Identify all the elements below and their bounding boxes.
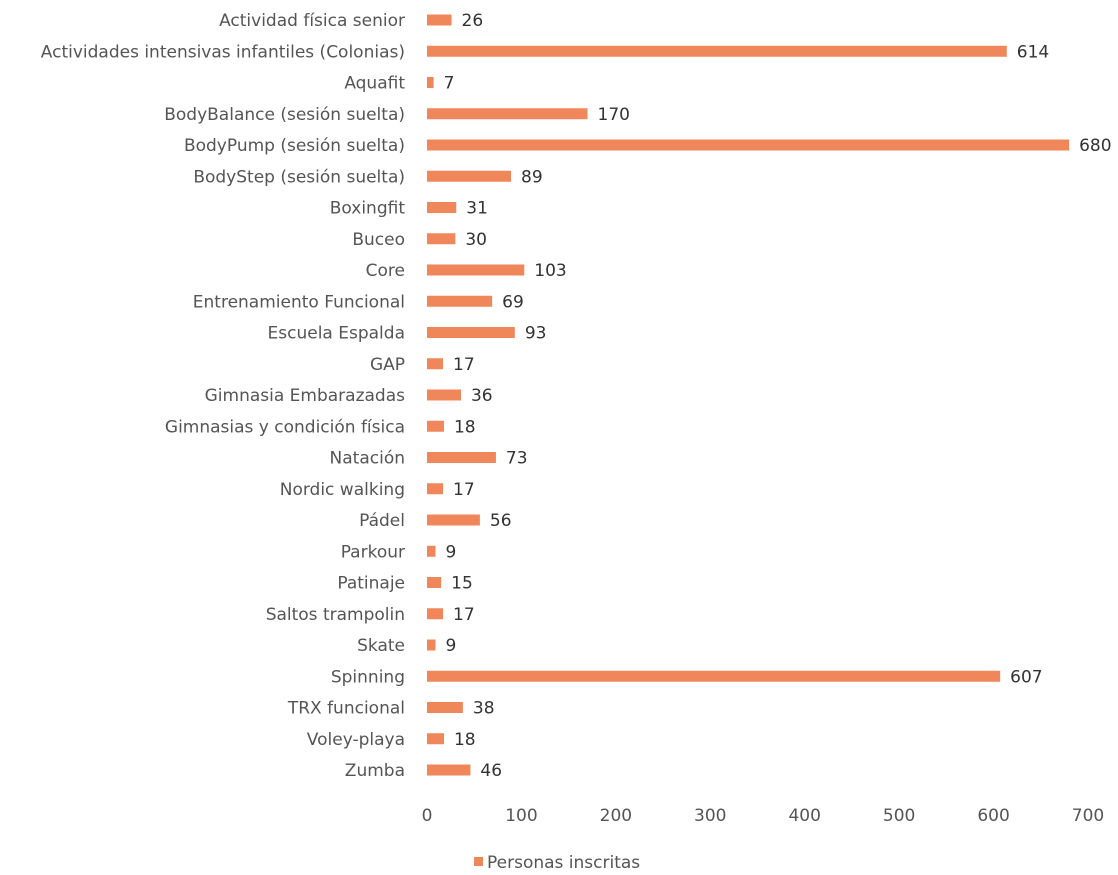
value-label: 18: [454, 417, 476, 437]
category-label: GAP: [370, 355, 405, 375]
bar: [427, 264, 525, 276]
value-label: 69: [502, 292, 524, 312]
value-label: 9: [445, 636, 456, 656]
bar: [427, 233, 456, 245]
value-label: 17: [453, 605, 475, 625]
value-label: 17: [453, 480, 475, 500]
category-labels-group: Actividad física senior Actividades inten…: [41, 11, 406, 781]
category-label: Natación: [330, 449, 405, 469]
value-label: 170: [598, 105, 630, 125]
bar: [427, 14, 452, 26]
legend: Personas inscritas: [474, 853, 640, 873]
x-tick-label: 700: [1072, 806, 1104, 826]
value-label: 31: [466, 199, 488, 219]
x-tick-label: 400: [788, 806, 820, 826]
legend-swatch: [474, 857, 483, 866]
category-label: BodyBalance (sesión suelta): [164, 105, 405, 125]
value-label: 26: [462, 11, 484, 31]
category-label: Actividad física senior: [219, 11, 405, 31]
value-label: 103: [534, 261, 566, 281]
bar: [427, 108, 588, 120]
bar: [427, 577, 442, 588]
bar: [427, 170, 512, 182]
category-label: Aquafit: [344, 74, 405, 94]
bar: [427, 639, 436, 651]
category-label: Zumba: [345, 761, 405, 781]
bar: [427, 483, 444, 495]
bar: [427, 139, 1070, 151]
value-label: 7: [444, 74, 455, 94]
value-label: 46: [480, 761, 502, 781]
x-tick-label: 100: [505, 806, 537, 826]
bar: [427, 608, 444, 620]
value-label: 38: [473, 699, 495, 719]
category-label: Gimnasia Embarazadas: [205, 386, 406, 406]
category-label: Gimnasias y condición física: [165, 417, 405, 437]
x-tick-label: 600: [977, 806, 1009, 826]
bar: [427, 733, 444, 745]
category-label: Parkour: [341, 542, 405, 562]
x-tick-label: 200: [600, 806, 632, 826]
bars-group: [427, 14, 1070, 776]
x-tick-label: 500: [883, 806, 915, 826]
legend-label: Personas inscritas: [487, 853, 640, 873]
bar: [427, 45, 1007, 57]
category-label: Entrenamiento Funcional: [193, 292, 405, 312]
bar: [427, 420, 444, 432]
bar: [427, 545, 436, 557]
category-label: Voley-playa: [307, 730, 405, 750]
x-axis-ticks-group: 0 100 200 300 400 500 600 700: [422, 806, 1105, 826]
bar: [427, 327, 515, 338]
category-label: Spinning: [331, 667, 405, 687]
bar: [427, 295, 493, 307]
category-label: TRX funcional: [287, 699, 405, 719]
value-label: 9: [445, 542, 456, 562]
value-label: 614: [1017, 42, 1049, 62]
value-label: 30: [465, 230, 487, 250]
category-label: Boxingfit: [330, 199, 406, 219]
value-label: 36: [471, 386, 493, 406]
value-label: 15: [451, 574, 473, 594]
bar: [427, 764, 471, 776]
value-label: 93: [525, 324, 547, 344]
category-label: BodyStep (sesión suelta): [193, 167, 405, 187]
category-label: Actividades intensivas infantiles (Colon…: [41, 42, 405, 62]
category-label: Saltos trampolin: [266, 605, 405, 625]
value-label: 17: [453, 355, 475, 375]
bar: [427, 358, 444, 370]
x-tick-label: 0: [422, 806, 433, 826]
category-label: Buceo: [352, 230, 405, 250]
category-label: Patinaje: [337, 574, 405, 594]
bar: [427, 702, 463, 713]
value-label: 680: [1079, 136, 1111, 156]
bar: [427, 670, 1001, 682]
value-label: 73: [506, 449, 528, 469]
value-label: 607: [1010, 667, 1042, 687]
category-label: Core: [366, 261, 405, 281]
category-label: Pádel: [359, 511, 405, 531]
bar: [427, 514, 480, 526]
value-label: 18: [454, 730, 476, 750]
category-label: Skate: [357, 636, 405, 656]
value-label: 56: [490, 511, 512, 531]
x-tick-label: 300: [694, 806, 726, 826]
value-label: 89: [521, 167, 543, 187]
bar: [427, 77, 434, 88]
bar: [427, 202, 457, 213]
bar: [427, 389, 461, 401]
category-label: Nordic walking: [280, 480, 405, 500]
category-label: Escuela Espalda: [268, 324, 405, 344]
bar: [427, 452, 496, 463]
category-label: BodyPump (sesión suelta): [184, 136, 405, 156]
